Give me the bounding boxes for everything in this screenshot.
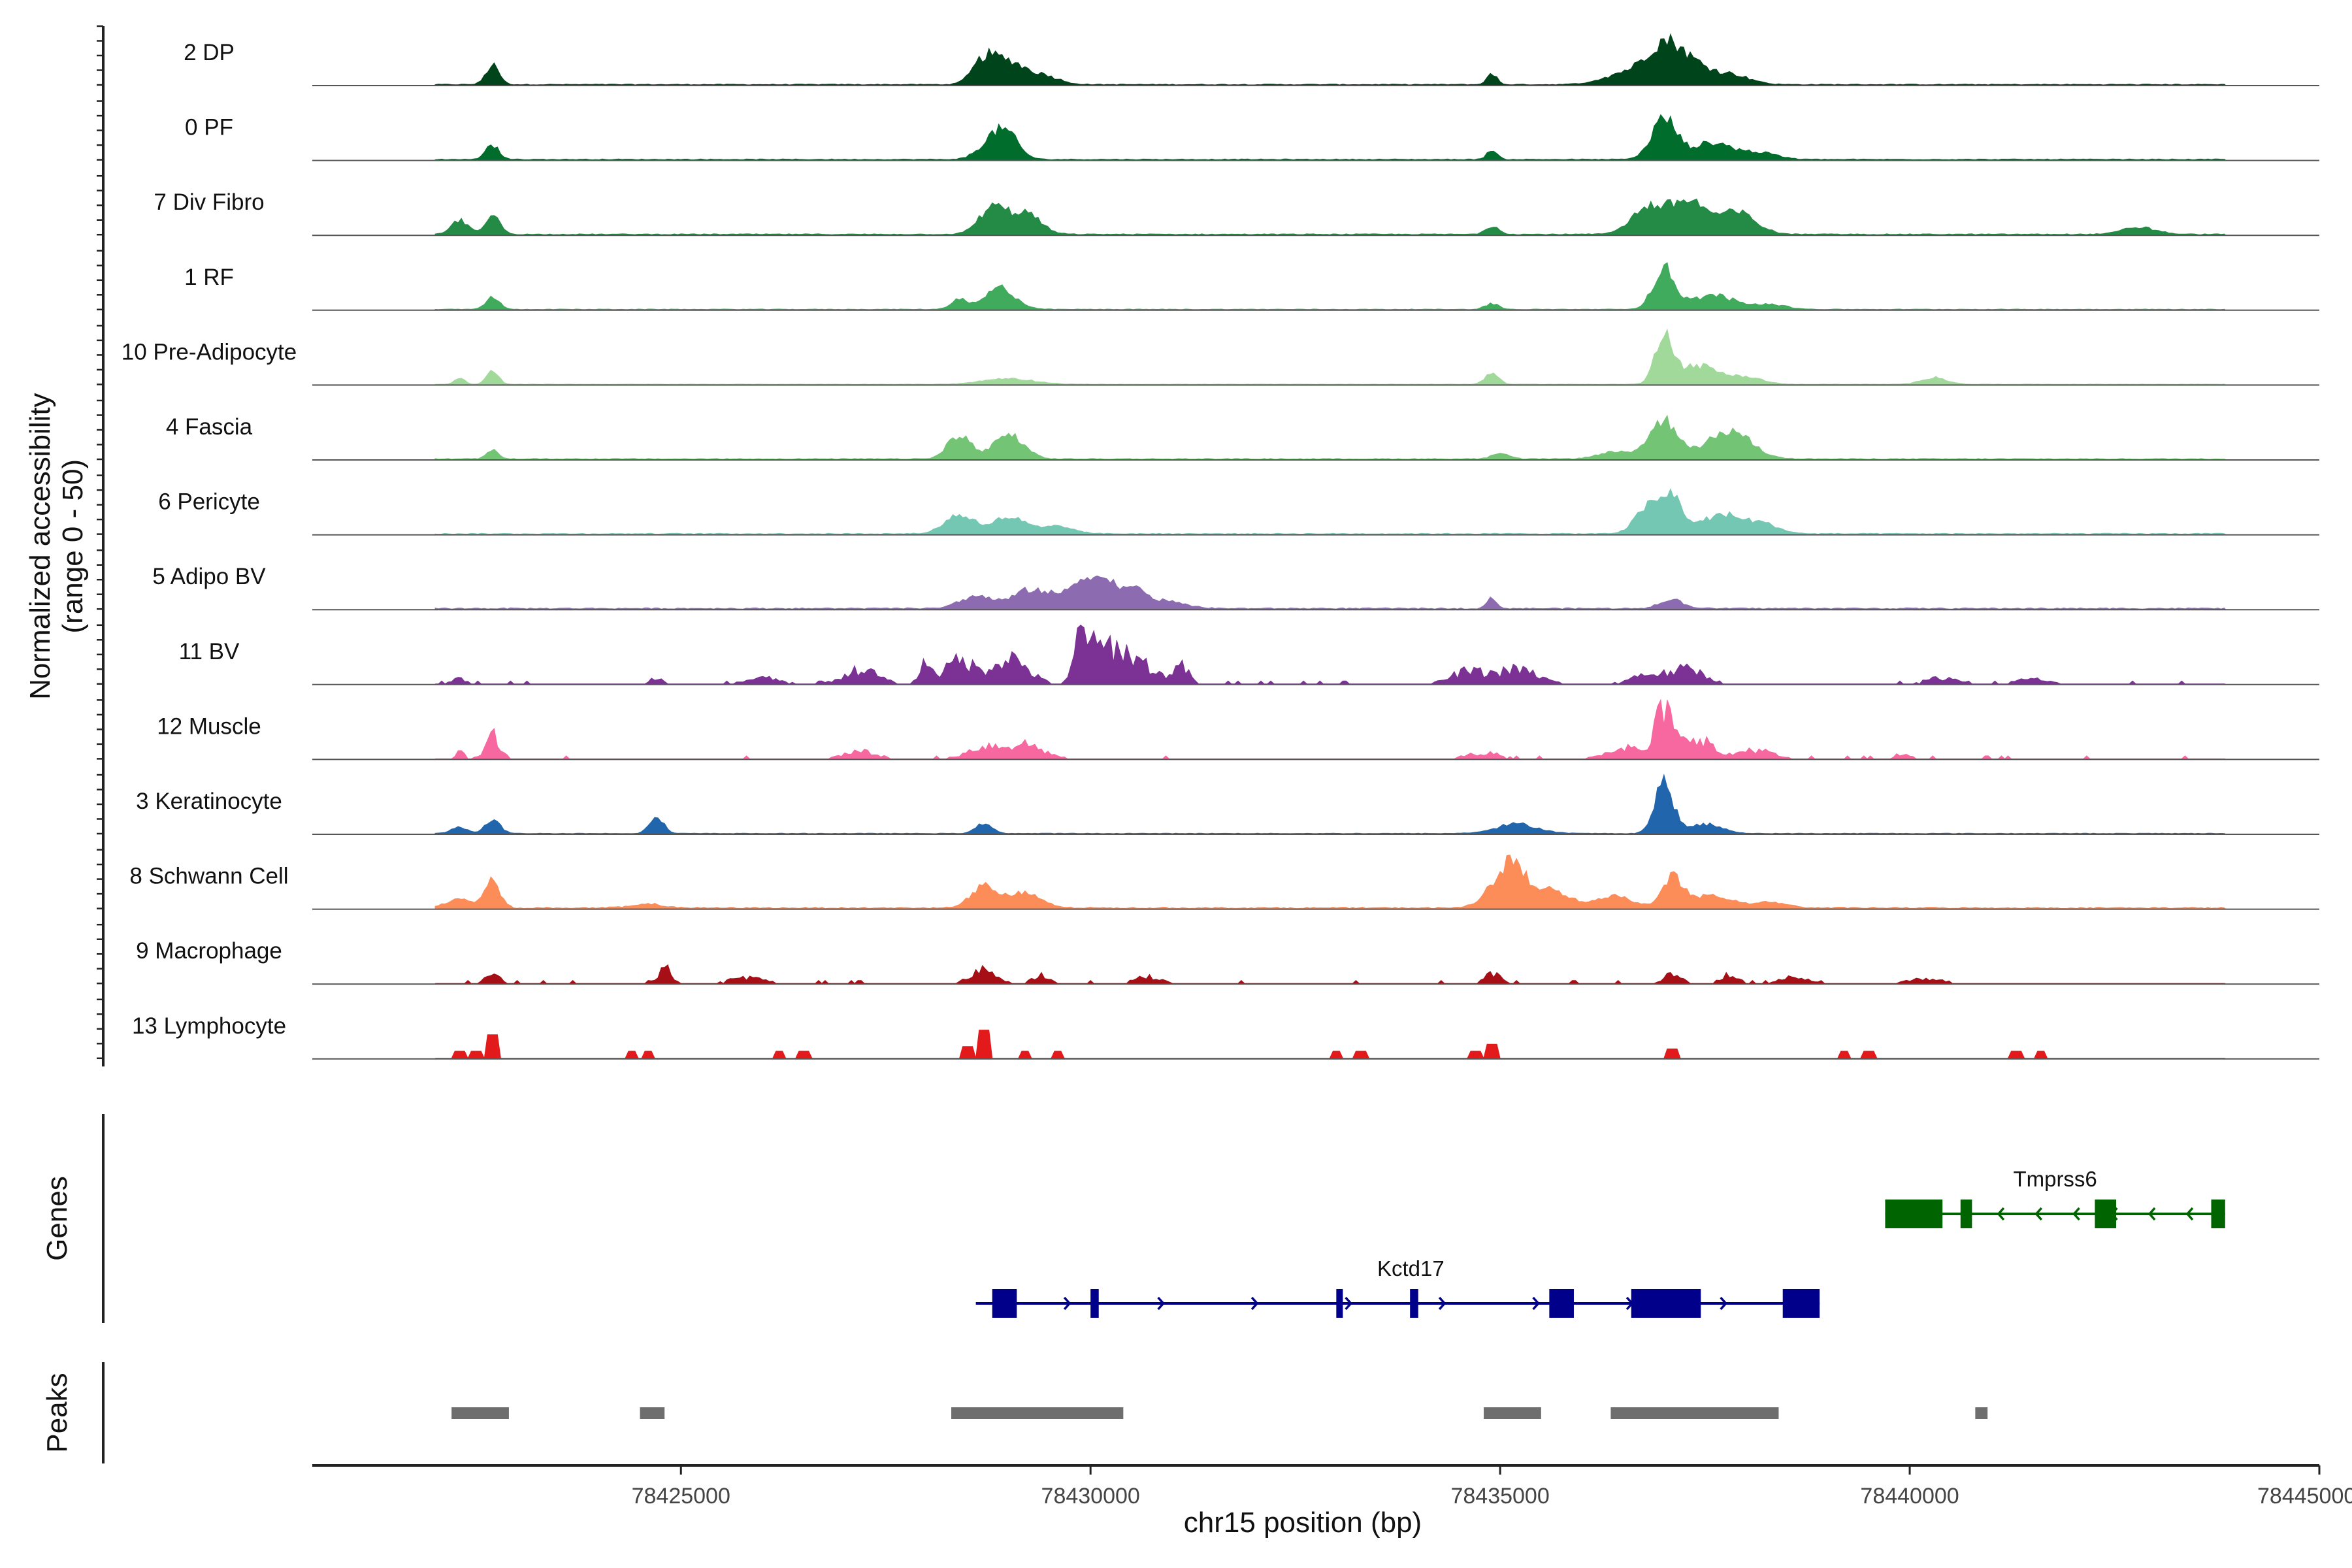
track-signal: [434, 198, 2227, 235]
track-label: 5 Adipo BV: [152, 564, 266, 589]
track-label: 2 DP: [184, 40, 235, 65]
exon-block: [1631, 1289, 1701, 1318]
track-2-dp: 2 DP: [184, 33, 2319, 86]
strand-arrow: [1250, 1296, 1259, 1311]
strand-arrow: [2185, 1207, 2194, 1221]
track-7-div-fibro: 7 Div Fibro: [154, 189, 2319, 237]
track-signal: [435, 964, 2225, 984]
exon-block: [1549, 1289, 1574, 1318]
strand-arrow: [1997, 1207, 2005, 1221]
gene-tmprss6: Tmprss6: [1885, 1167, 2225, 1228]
exon-block: [1336, 1289, 1343, 1318]
track-12-muscle: 12 Muscle: [157, 698, 2319, 760]
exon-block: [1960, 1200, 1972, 1228]
track-signal: [434, 328, 2225, 385]
gene-name-label: Kctd17: [1377, 1256, 1445, 1281]
strand-arrow: [2072, 1207, 2080, 1221]
peak-region: [1975, 1407, 1988, 1419]
strand-arrow: [1157, 1296, 1165, 1311]
track-8-schwann-cell: 8 Schwann Cell: [129, 855, 2319, 910]
track-label: 3 Keratinocyte: [136, 789, 282, 814]
gene-kctd17: Kctd17: [975, 1256, 1820, 1318]
track-13-lymphocyte: 13 Lymphocyte: [132, 1013, 2319, 1060]
peak-region: [1610, 1407, 1779, 1419]
y-axis-range-label: (range 0 - 50): [57, 459, 89, 634]
x-tick-label: 78435000: [1450, 1484, 1549, 1509]
track-label: 7 Div Fibro: [154, 189, 264, 215]
exon-block: [992, 1289, 1017, 1318]
track-label: 1 RF: [184, 265, 234, 290]
exon-block: [2211, 1200, 2225, 1228]
track-label: 8 Schwann Cell: [129, 864, 288, 889]
track-signal: [434, 33, 2227, 86]
coverage-tracks: 2 DP 0 PF 7 Div Fibro 1 RF 10 Pre-Adipocyte 4…: [122, 33, 2319, 1060]
track-signal: [435, 698, 2225, 760]
track-4-fascia: 4 Fascia: [166, 414, 2319, 461]
track-signal: [434, 855, 2227, 909]
exon-block: [1090, 1289, 1099, 1318]
genes-track-label: Genes: [41, 1176, 73, 1261]
strand-arrow: [1438, 1296, 1446, 1311]
track-label: 0 PF: [185, 115, 233, 140]
exon-block: [2095, 1200, 2117, 1228]
x-tick-label: 78445000: [2257, 1484, 2352, 1509]
track-label: 11 BV: [179, 639, 240, 664]
track-signal: [435, 625, 2225, 685]
y-axis: [97, 25, 105, 1067]
track-signal: [434, 114, 2227, 161]
strand-arrow: [1063, 1296, 1071, 1311]
peak-region: [951, 1407, 1124, 1419]
x-tick-label: 78425000: [632, 1484, 730, 1509]
strand-arrow: [2034, 1207, 2043, 1221]
strand-arrow: [1720, 1296, 1727, 1311]
exon-block: [1410, 1289, 1418, 1318]
exon-block: [1782, 1289, 1820, 1318]
track-signal: [434, 774, 2225, 834]
track-label: 10 Pre-Adipocyte: [122, 339, 297, 365]
track-signal: [434, 262, 2226, 310]
peaks-track-label: Peaks: [41, 1373, 73, 1452]
track-signal: [434, 414, 2225, 460]
track-signal: [435, 1030, 2225, 1060]
track-3-keratinocyte: 3 Keratinocyte: [136, 774, 2319, 835]
y-axis-title: Normalized accessibility: [24, 393, 56, 699]
track-1-rf: 1 RF: [184, 262, 2319, 311]
track-6-pericyte: 6 Pericyte: [158, 488, 2319, 536]
exon-block: [1885, 1200, 1943, 1228]
track-signal: [434, 488, 2227, 535]
track-signal: [434, 575, 2226, 610]
track-label: 13 Lymphocyte: [132, 1013, 286, 1039]
peak-region: [640, 1407, 665, 1419]
strand-arrow: [2148, 1207, 2156, 1221]
x-tick-label: 78440000: [1860, 1484, 1959, 1509]
track-0-pf: 0 PF: [185, 114, 2319, 161]
peak-region: [1484, 1407, 1541, 1419]
peak-region: [451, 1407, 509, 1419]
gene-track: Tmprss6 Kctd17: [102, 1114, 2225, 1323]
strand-arrow: [1345, 1296, 1352, 1311]
track-9-macrophage: 9 Macrophage: [136, 938, 2319, 985]
peaks-track: [102, 1362, 1988, 1463]
x-axis: 78425000 78430000 78435000 78440000 78445000: [312, 1464, 2352, 1509]
track-label: 6 Pericyte: [158, 489, 260, 515]
track-label: 12 Muscle: [157, 713, 261, 739]
track-11-bv: 11 BV: [179, 625, 2319, 685]
x-tick-label: 78430000: [1041, 1484, 1140, 1509]
x-axis-title: chr15 position (bp): [1184, 1507, 1422, 1539]
track-5-adipo-bv: 5 Adipo BV: [152, 564, 2319, 611]
track-label: 4 Fascia: [166, 414, 253, 440]
gene-name-label: Tmprss6: [2013, 1167, 2097, 1191]
strand-arrow: [1532, 1296, 1540, 1311]
track-10-pre-adipocyte: 10 Pre-Adipocyte: [122, 328, 2319, 386]
track-label: 9 Macrophage: [136, 938, 282, 964]
